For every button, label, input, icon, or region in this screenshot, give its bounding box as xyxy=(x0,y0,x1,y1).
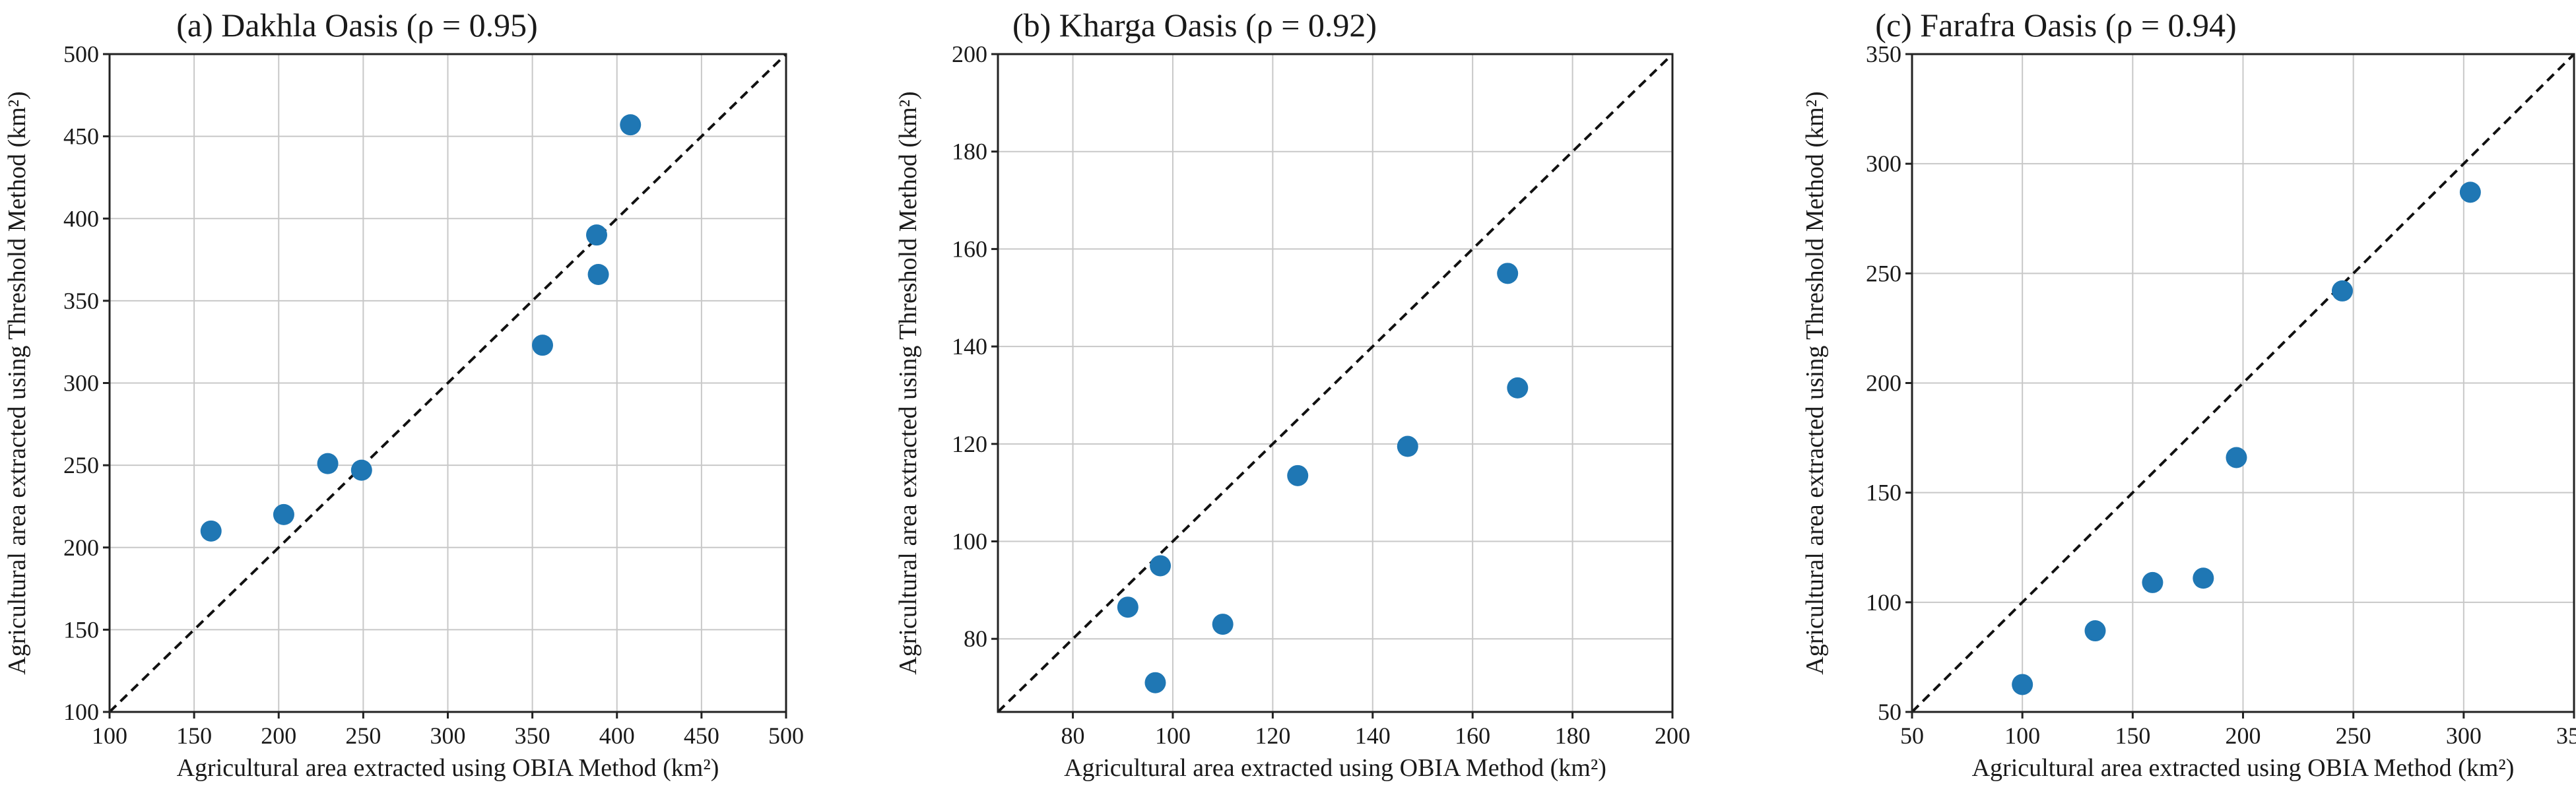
panel-b-data-point xyxy=(1212,614,1234,635)
panel-a-data-point xyxy=(586,224,607,246)
panel-a-y-tick-label: 450 xyxy=(63,123,99,150)
panel-c-x-tick-label: 350 xyxy=(2556,722,2576,749)
panel-b-y-ticks: 80 100 120 140 160 180 200 xyxy=(952,41,998,652)
panel-c-y-tick-label: 50 xyxy=(1878,699,1901,725)
panel-b-y-tick-label: 80 xyxy=(964,625,987,652)
panel-a-data-point xyxy=(532,335,553,356)
panel-b-frame xyxy=(997,53,1674,713)
panel-b-x-ticks: 80 100 120 140 160 180 200 xyxy=(1061,712,1690,749)
panel-a-x-tick-label: 350 xyxy=(515,722,550,749)
panel-b-title: (b) Kharga Oasis (ρ = 0.92) xyxy=(1012,7,1377,44)
panel-a-x-tick-label: 500 xyxy=(768,722,804,749)
panel-a-points xyxy=(200,114,642,542)
panel-b-x-tick-label: 160 xyxy=(1455,722,1490,749)
panel-a-x-tick-label: 450 xyxy=(684,722,719,749)
panel-a-y-ticks: 100 150 200 250 300 350 400 450 500 xyxy=(63,41,110,725)
panel-b-data-point xyxy=(1397,435,1418,457)
panel-a-data-point xyxy=(273,503,294,525)
panel-b-x-tick-label: 80 xyxy=(1061,722,1085,749)
panel-b-y-tick-label: 160 xyxy=(952,236,987,262)
panel-a-x-tick-label: 100 xyxy=(92,722,127,749)
panel-a-data-point xyxy=(200,520,222,542)
panel-a-y-tick-label: 400 xyxy=(63,205,99,232)
panel-c-x-tick-label: 100 xyxy=(2004,722,2040,749)
panel-a-data-point xyxy=(620,114,642,136)
panel-c-y-tick-label: 250 xyxy=(1866,260,1901,286)
panel-a-x-tick-label: 200 xyxy=(261,722,296,749)
panel-b-x-tick-label: 100 xyxy=(1155,722,1191,749)
panel-a-y-tick-label: 350 xyxy=(63,288,99,314)
panel-b-points xyxy=(1117,263,1529,693)
panel-a-x-tick-label: 150 xyxy=(176,722,212,749)
panel-c-x-tick-label: 150 xyxy=(2115,722,2150,749)
panel-c-points xyxy=(2012,181,2481,695)
panel-c-data-point xyxy=(2193,567,2214,589)
panel-b-data-point xyxy=(1117,596,1139,618)
panel-a-x-tick-label: 250 xyxy=(345,722,381,749)
panel-b-y-tick-label: 200 xyxy=(952,41,987,67)
panel-b-y-tick-label: 180 xyxy=(952,139,987,165)
panel-c-data-point xyxy=(2331,280,2353,302)
panel-a-data-point xyxy=(587,263,609,285)
panel-a-y-tick-label: 500 xyxy=(63,41,99,67)
panel-a-y-tick-label: 150 xyxy=(63,616,99,643)
panel-b-y-tick-label: 140 xyxy=(952,333,987,360)
panel-b-y-tick-label: 100 xyxy=(952,529,987,555)
panel-b-identity-line xyxy=(997,53,1674,713)
panel-c-y-tick-label: 350 xyxy=(1866,41,1901,67)
panel-b-data-point xyxy=(1144,672,1166,693)
panel-c-title: (c) Farafra Oasis (ρ = 0.94) xyxy=(1875,7,2236,44)
panel-a-y-tick-label: 250 xyxy=(63,452,99,478)
panel-a-data-point xyxy=(350,459,372,481)
panel-c-data-point xyxy=(2012,674,2033,695)
panel-c-identity-line xyxy=(1911,53,2575,713)
panel-a-y-tick-label: 300 xyxy=(63,370,99,397)
panel-c-y-axis-label: Agricultural area extracted using Thresh… xyxy=(1801,91,1829,674)
panel-b-x-tick-label: 200 xyxy=(1655,722,1690,749)
panel-b-data-point xyxy=(1287,465,1309,486)
panel-c-data-point xyxy=(2084,620,2106,642)
panel-b-x-tick-label: 140 xyxy=(1355,722,1391,749)
panel-b-data-point xyxy=(1507,377,1529,399)
panel-a-y-tick-label: 100 xyxy=(63,699,99,725)
panel-b-x-tick-label: 120 xyxy=(1255,722,1290,749)
panel-c-x-tick-label: 300 xyxy=(2446,722,2482,749)
panel-b-x-tick-label: 180 xyxy=(1555,722,1591,749)
panel-a-identity-line xyxy=(108,53,787,713)
panel-a-title: (a) Dakhla Oasis (ρ = 0.95) xyxy=(176,7,537,44)
panel-a-x-ticks: 100 150 200 250 300 350 400 450 500 xyxy=(92,712,804,749)
panel-c-data-point xyxy=(2226,447,2247,468)
panel-c-data-point xyxy=(2459,181,2481,203)
panel-c-y-tick-label: 300 xyxy=(1866,150,1901,177)
panel-b: (b) Kharga Oasis (ρ = 0.92) 80 100 120 140 1… xyxy=(894,7,1690,782)
panel-a-x-tick-label: 300 xyxy=(430,722,466,749)
panel-c-x-tick-label: 50 xyxy=(1900,722,1924,749)
panel-a-y-axis-label: Agricultural area extracted using Thresh… xyxy=(3,91,31,674)
panel-c-x-axis-label: Agricultural area extracted using OBIA M… xyxy=(1972,754,2515,782)
panel-a-x-tick-label: 400 xyxy=(599,722,635,749)
panel-c-data-point xyxy=(2142,571,2163,593)
panel-b-y-tick-label: 120 xyxy=(952,431,987,457)
panel-c-y-tick-label: 200 xyxy=(1866,370,1901,397)
panel-c-y-tick-label: 100 xyxy=(1866,589,1901,616)
panel-c-y-ticks: 50 100 150 200 250 300 350 xyxy=(1866,41,1912,725)
panel-a-y-tick-label: 200 xyxy=(63,534,99,561)
panel-b-data-point xyxy=(1150,555,1172,577)
panel-a-data-point xyxy=(317,453,339,474)
panel-a-x-axis-label: Agricultural area extracted using OBIA M… xyxy=(177,754,719,782)
panel-c-y-tick-label: 150 xyxy=(1866,480,1901,506)
panel-c-x-tick-label: 250 xyxy=(2336,722,2371,749)
panel-b-y-axis-label: Agricultural area extracted using Thresh… xyxy=(894,91,922,674)
panel-a: (a) Dakhla Oasis (ρ = 0.95) 100 150 200 250… xyxy=(3,7,804,782)
panel-c: (c) Farafra Oasis (ρ = 0.94) 50 100 150 200… xyxy=(1801,7,2576,782)
panel-c-x-tick-label: 200 xyxy=(2226,722,2261,749)
panel-b-data-point xyxy=(1497,263,1519,284)
panel-b-x-axis-label: Agricultural area extracted using OBIA M… xyxy=(1064,754,1606,782)
panel-c-x-ticks: 50 100 150 200 250 300 350 xyxy=(1900,712,2576,749)
